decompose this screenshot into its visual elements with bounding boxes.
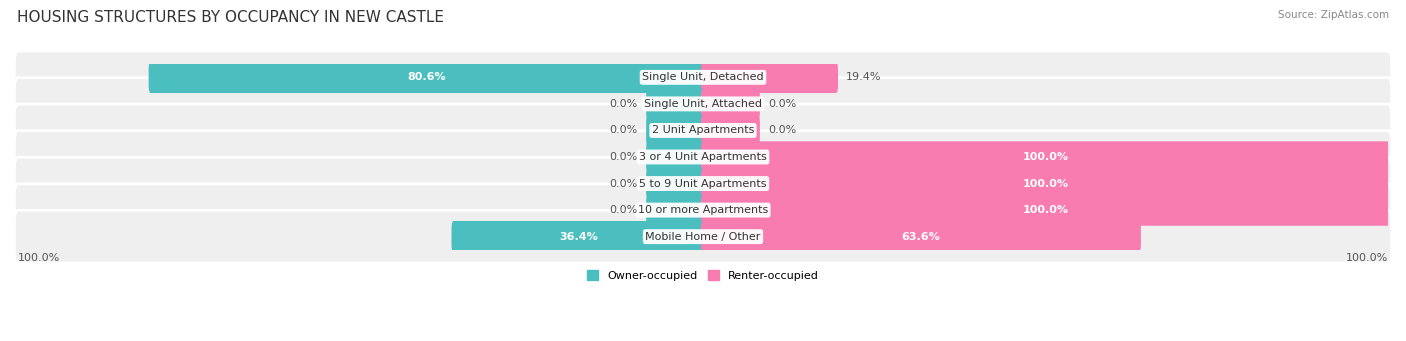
Text: 100.0%: 100.0%: [18, 253, 60, 263]
Text: 80.6%: 80.6%: [408, 72, 446, 82]
FancyBboxPatch shape: [702, 141, 1391, 173]
Text: Single Unit, Detached: Single Unit, Detached: [643, 72, 763, 82]
Text: 0.0%: 0.0%: [610, 179, 638, 189]
FancyBboxPatch shape: [14, 184, 1392, 236]
FancyBboxPatch shape: [702, 115, 759, 146]
Text: 19.4%: 19.4%: [846, 72, 882, 82]
FancyBboxPatch shape: [647, 168, 704, 199]
FancyBboxPatch shape: [647, 88, 704, 120]
FancyBboxPatch shape: [14, 104, 1392, 157]
Text: Mobile Home / Other: Mobile Home / Other: [645, 232, 761, 242]
FancyBboxPatch shape: [14, 131, 1392, 183]
FancyBboxPatch shape: [702, 194, 1391, 226]
Text: 100.0%: 100.0%: [1022, 152, 1069, 162]
Text: 0.0%: 0.0%: [768, 125, 796, 135]
Text: 2 Unit Apartments: 2 Unit Apartments: [652, 125, 754, 135]
FancyBboxPatch shape: [702, 168, 1391, 199]
Text: Single Unit, Attached: Single Unit, Attached: [644, 99, 762, 109]
Text: 0.0%: 0.0%: [768, 99, 796, 109]
FancyBboxPatch shape: [14, 51, 1392, 104]
Text: 100.0%: 100.0%: [1022, 205, 1069, 215]
FancyBboxPatch shape: [647, 115, 704, 146]
FancyBboxPatch shape: [647, 194, 704, 226]
Text: 36.4%: 36.4%: [560, 232, 598, 242]
Text: 0.0%: 0.0%: [610, 99, 638, 109]
FancyBboxPatch shape: [149, 62, 704, 93]
FancyBboxPatch shape: [702, 88, 759, 120]
Text: 0.0%: 0.0%: [610, 125, 638, 135]
Text: Source: ZipAtlas.com: Source: ZipAtlas.com: [1278, 10, 1389, 20]
Text: 10 or more Apartments: 10 or more Apartments: [638, 205, 768, 215]
Text: HOUSING STRUCTURES BY OCCUPANCY IN NEW CASTLE: HOUSING STRUCTURES BY OCCUPANCY IN NEW C…: [17, 10, 444, 25]
Text: 100.0%: 100.0%: [1346, 253, 1388, 263]
Text: 3 or 4 Unit Apartments: 3 or 4 Unit Apartments: [640, 152, 766, 162]
Text: 0.0%: 0.0%: [610, 152, 638, 162]
Text: 0.0%: 0.0%: [610, 205, 638, 215]
Text: 5 to 9 Unit Apartments: 5 to 9 Unit Apartments: [640, 179, 766, 189]
FancyBboxPatch shape: [702, 221, 1140, 252]
FancyBboxPatch shape: [14, 210, 1392, 263]
FancyBboxPatch shape: [702, 62, 838, 93]
FancyBboxPatch shape: [14, 78, 1392, 130]
Text: 63.6%: 63.6%: [901, 232, 941, 242]
Text: 100.0%: 100.0%: [1022, 179, 1069, 189]
FancyBboxPatch shape: [14, 157, 1392, 210]
Legend: Owner-occupied, Renter-occupied: Owner-occupied, Renter-occupied: [582, 266, 824, 285]
FancyBboxPatch shape: [451, 221, 704, 252]
FancyBboxPatch shape: [647, 141, 704, 173]
